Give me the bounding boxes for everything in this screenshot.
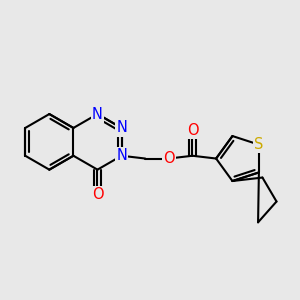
Text: N: N [116, 120, 127, 135]
Text: N: N [92, 106, 103, 122]
Text: O: O [187, 123, 198, 138]
Text: O: O [163, 151, 175, 166]
Text: S: S [254, 137, 264, 152]
Text: O: O [92, 187, 103, 202]
Text: N: N [116, 148, 127, 163]
